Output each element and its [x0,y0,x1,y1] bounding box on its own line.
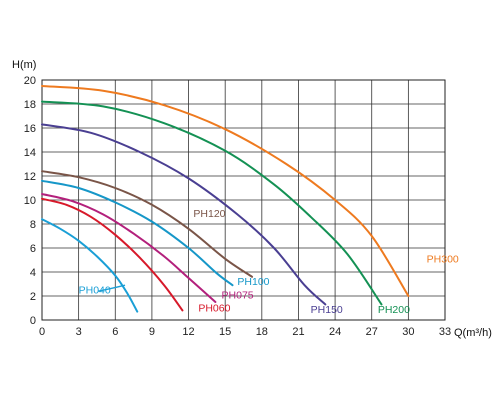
x-axis-ticks: 0 3 6 9 12 15 18 21 24 27 30 33 [39,326,451,338]
label-ph150: PH150 [311,304,343,316]
x-tick-label: 0 [39,326,45,338]
x-tick-label: 27 [366,326,378,338]
y-axis-ticks: 0 2 4 6 8 10 12 14 16 18 20 [24,75,36,327]
label-ph200: PH200 [378,304,410,316]
label-ph120: PH120 [193,208,225,220]
ph040-leader-line [98,284,126,292]
plot-border [41,79,446,321]
x-tick-label: 24 [329,326,341,338]
y-tick-label: 10 [24,195,36,207]
y-tick-label: 4 [30,267,36,279]
y-tick-label: 12 [24,171,36,183]
y-tick-label: 8 [30,219,36,231]
x-tick-label: 9 [149,326,155,338]
series-curves [41,85,410,313]
x-axis-title: Q(m³/h) [454,327,492,339]
curve-ph075 [41,193,217,303]
curve-ph300 [41,85,410,297]
plot-frame [41,79,446,321]
x-tick-label: 33 [439,326,451,338]
y-tick-label: 20 [24,75,36,87]
curve-ph100 [41,179,234,287]
y-tick-label: 16 [24,123,36,135]
x-tick-label: 18 [256,326,268,338]
label-ph075: PH075 [222,289,254,301]
y-tick-label: 0 [30,315,36,327]
label-ph060: PH060 [198,303,230,315]
x-tick-label: 15 [219,326,231,338]
y-tick-label: 18 [24,99,36,111]
label-ph300: PH300 [427,253,459,265]
label-ph100: PH100 [237,276,269,288]
curve-ph040 [41,218,139,313]
y-tick-label: 6 [30,243,36,255]
x-tick-label: 6 [112,326,118,338]
label-ph040: PH040 [79,285,111,297]
y-tick-label: 14 [24,147,36,159]
x-tick-label: 12 [182,326,194,338]
x-tick-label: 21 [292,326,304,338]
curve-ph120 [41,170,254,278]
x-tick-label: 3 [76,326,82,338]
curve-ph150 [41,123,327,306]
x-tick-label: 30 [402,326,414,338]
curve-ph200 [41,100,383,306]
y-axis-title: H(m) [12,59,36,71]
y-tick-label: 2 [30,291,36,303]
curve-ph060 [41,197,184,312]
